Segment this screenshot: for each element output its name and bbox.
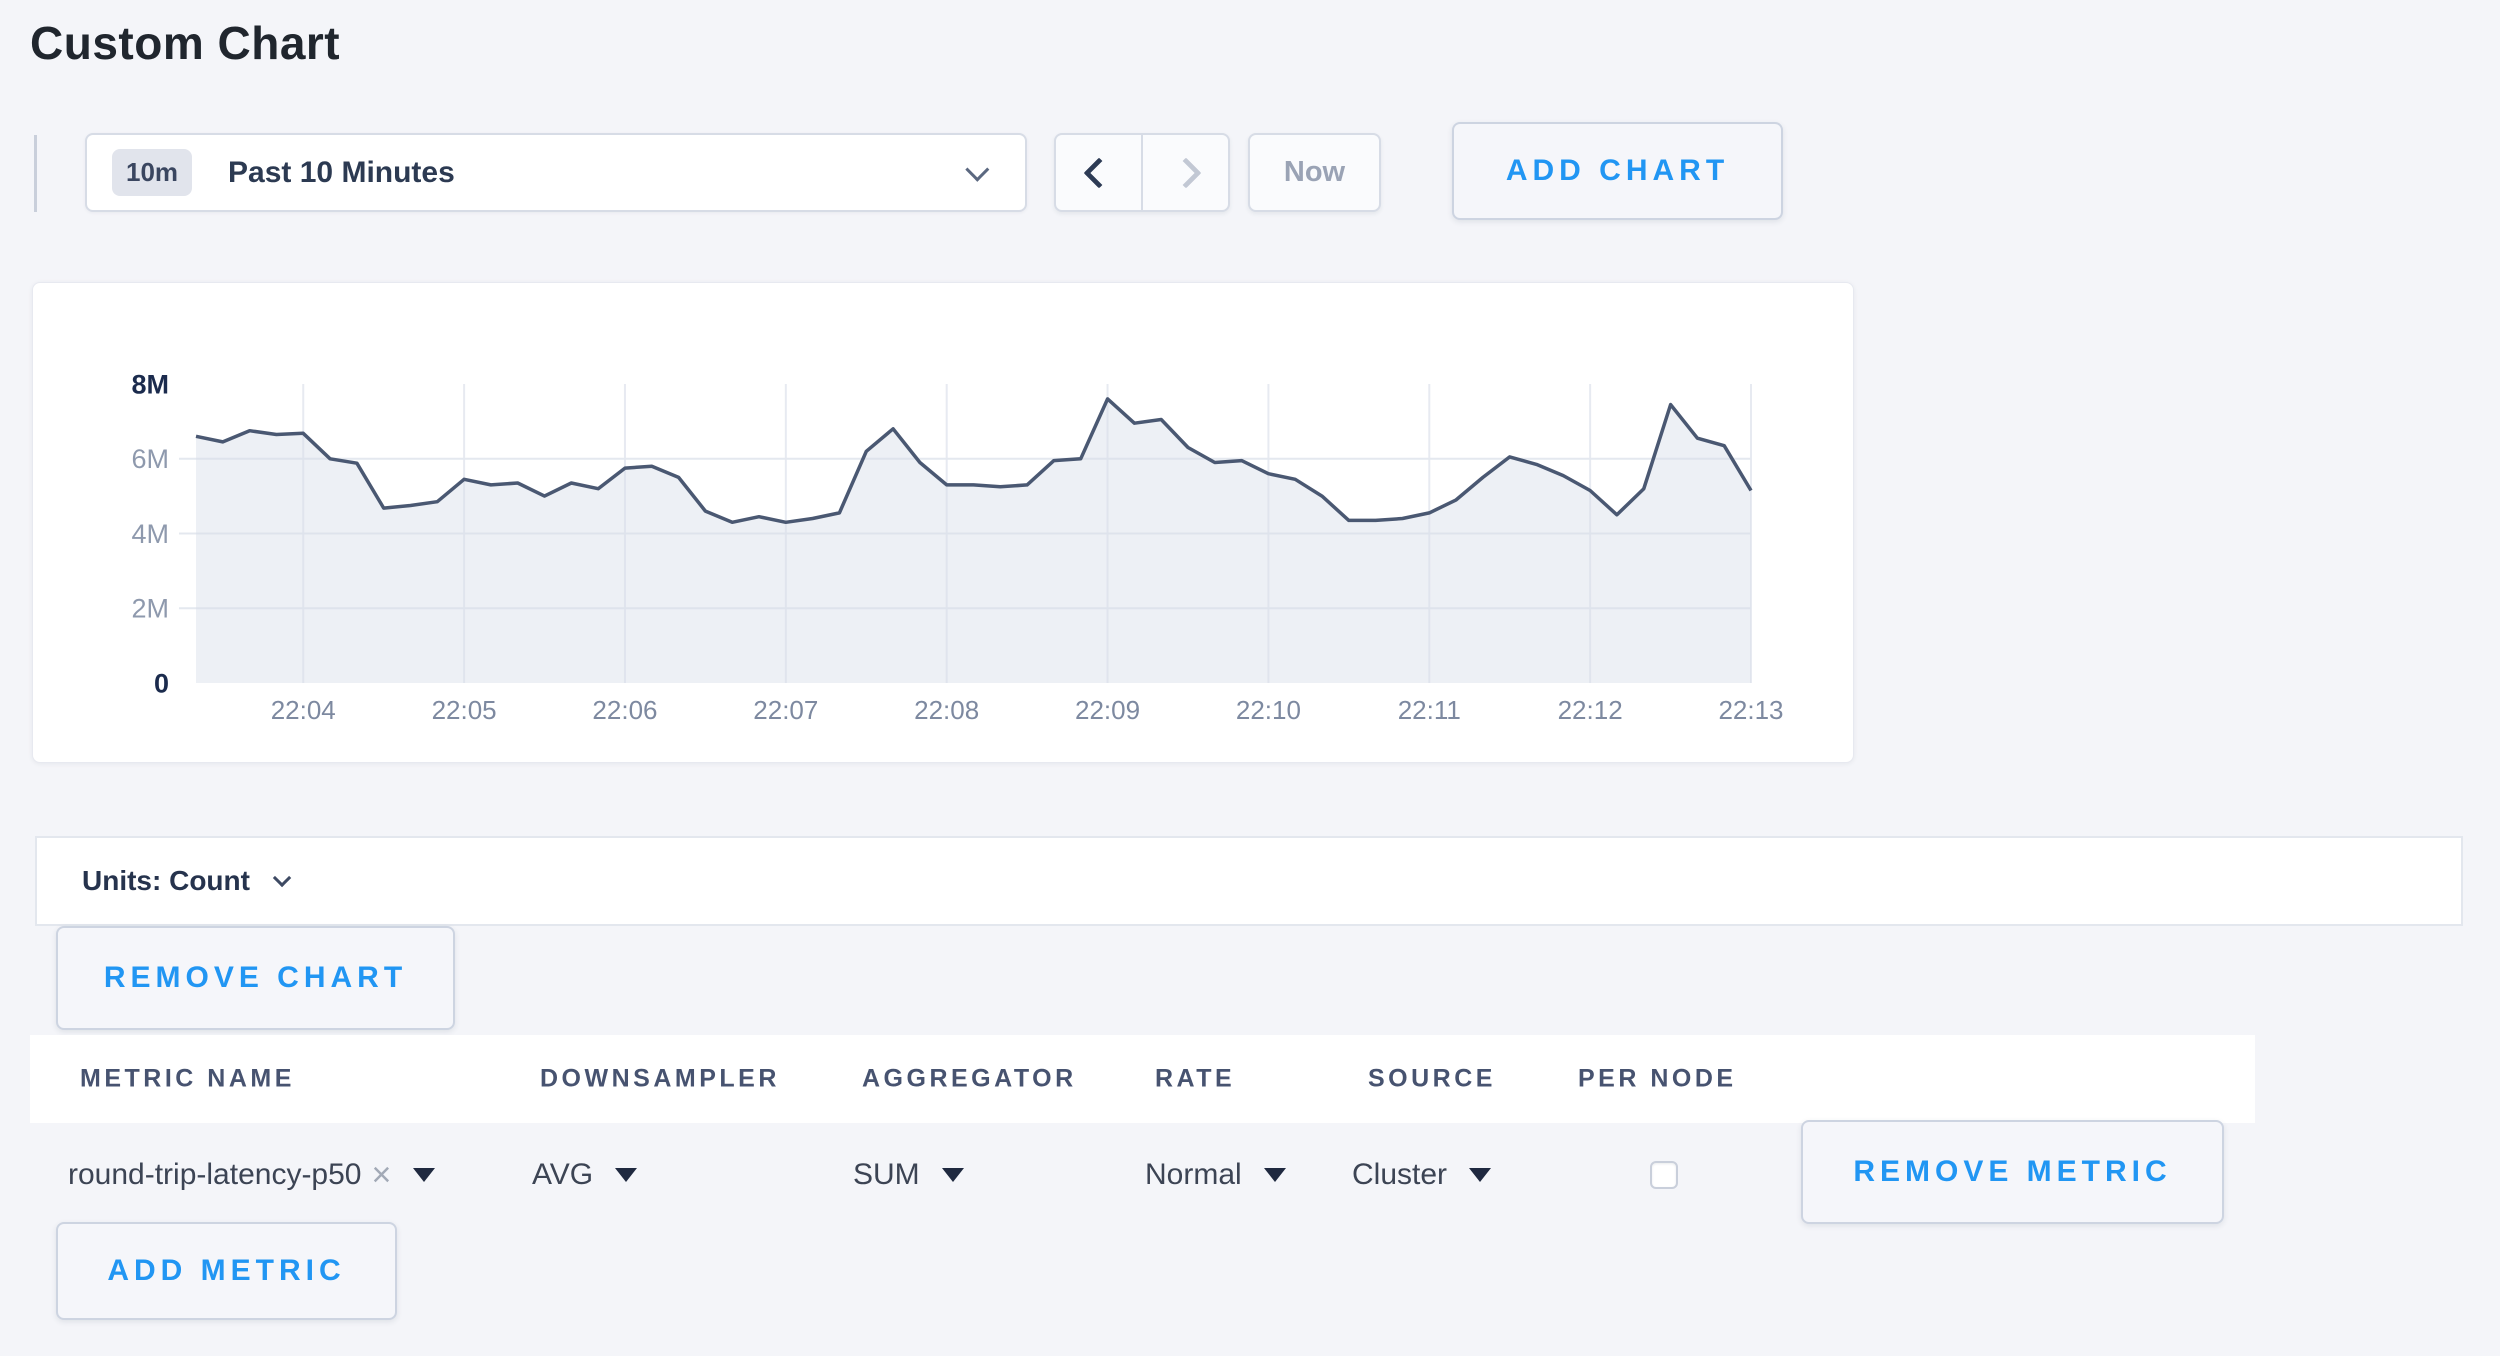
- chevron-right-icon: [1169, 156, 1202, 189]
- now-button[interactable]: Now: [1248, 133, 1381, 212]
- x-tick-label: 22:12: [1558, 695, 1623, 725]
- header-rate: RATE: [1155, 1064, 1236, 1093]
- time-window-badge: 10m: [112, 149, 193, 196]
- rate-value: Normal: [1145, 1158, 1242, 1191]
- y-tick-label: 2M: [131, 594, 169, 624]
- x-tick-label: 22:08: [914, 695, 979, 725]
- series-line: [195, 397, 1753, 525]
- chevron-down-icon: [965, 157, 990, 182]
- per-node-checkbox[interactable]: [1650, 1161, 1678, 1189]
- caret-down-icon: [413, 1168, 436, 1182]
- page-title: Custom Chart: [30, 17, 341, 69]
- time-window-label: Past 10 Minutes: [228, 155, 455, 189]
- clear-metric-icon[interactable]: ×: [371, 1156, 392, 1194]
- aggregator-value: SUM: [853, 1158, 920, 1191]
- units-label: Units: Count: [82, 865, 250, 896]
- aggregator-select[interactable]: SUM: [853, 1158, 964, 1192]
- chevron-left-icon: [1082, 156, 1115, 189]
- units-dropdown[interactable]: Units: Count: [35, 836, 2463, 926]
- x-tick-label: 22:05: [432, 695, 497, 725]
- source-value: Cluster: [1352, 1158, 1448, 1191]
- toolbar-accent-rule: [34, 135, 37, 212]
- x-tick-label: 22:13: [1718, 695, 1783, 725]
- y-tick-label: 8M: [131, 369, 169, 399]
- chevron-down-icon: [272, 868, 292, 887]
- x-tick-label: 22:11: [1398, 695, 1461, 725]
- time-window-dropdown[interactable]: 10m Past 10 Minutes: [85, 133, 1027, 212]
- rate-select[interactable]: Normal: [1145, 1158, 1286, 1192]
- x-tick-label: 22:07: [753, 695, 818, 725]
- y-tick-label: 6M: [131, 444, 169, 474]
- series-area: [196, 398, 1751, 683]
- add-chart-button[interactable]: ADD CHART: [1452, 122, 1783, 220]
- caret-down-icon: [1263, 1168, 1286, 1182]
- metrics-table-header: METRIC NAME DOWNSAMPLER AGGREGATOR RATE …: [30, 1035, 2255, 1123]
- x-tick-label: 22:10: [1236, 695, 1301, 725]
- downsampler-value: AVG: [532, 1158, 594, 1191]
- metric-name-value: round-trip-latency-p50: [68, 1158, 362, 1191]
- source-select[interactable]: Cluster: [1352, 1158, 1492, 1192]
- metric-name-select[interactable]: round-trip-latency-p50 ×: [68, 1156, 436, 1194]
- header-per-node: PER NODE: [1578, 1064, 1737, 1093]
- downsampler-select[interactable]: AVG: [532, 1158, 638, 1192]
- header-metric-name: METRIC NAME: [80, 1064, 295, 1093]
- x-tick-label: 22:04: [271, 695, 336, 725]
- chart-card: 22:04 22:05 22:06 22:07 22:08 22:09 22:10 22:11…: [32, 282, 1854, 763]
- remove-chart-button[interactable]: REMOVE CHART: [56, 926, 455, 1030]
- caret-down-icon: [1469, 1168, 1492, 1182]
- add-metric-button[interactable]: ADD METRIC: [56, 1222, 397, 1320]
- x-tick-label: 22:09: [1075, 695, 1140, 725]
- time-pager: [1054, 133, 1230, 212]
- time-back-button[interactable]: [1056, 135, 1141, 210]
- x-tick-label: 22:06: [592, 695, 657, 725]
- y-tick-label: 4M: [131, 519, 169, 549]
- timeseries-chart: 22:04 22:05 22:06 22:07 22:08 22:09 22:10 22:11…: [131, 369, 1783, 725]
- header-downsampler: DOWNSAMPLER: [540, 1064, 780, 1093]
- caret-down-icon: [941, 1168, 964, 1182]
- header-source: SOURCE: [1368, 1064, 1496, 1093]
- metric-row: round-trip-latency-p50 × AVG SUM Normal …: [0, 1123, 2500, 1227]
- header-aggregator: AGGREGATOR: [862, 1064, 1077, 1093]
- remove-metric-button[interactable]: REMOVE METRIC: [1801, 1120, 2224, 1224]
- y-tick-label: 0: [154, 668, 169, 698]
- time-forward-button[interactable]: [1141, 135, 1228, 210]
- caret-down-icon: [615, 1168, 638, 1182]
